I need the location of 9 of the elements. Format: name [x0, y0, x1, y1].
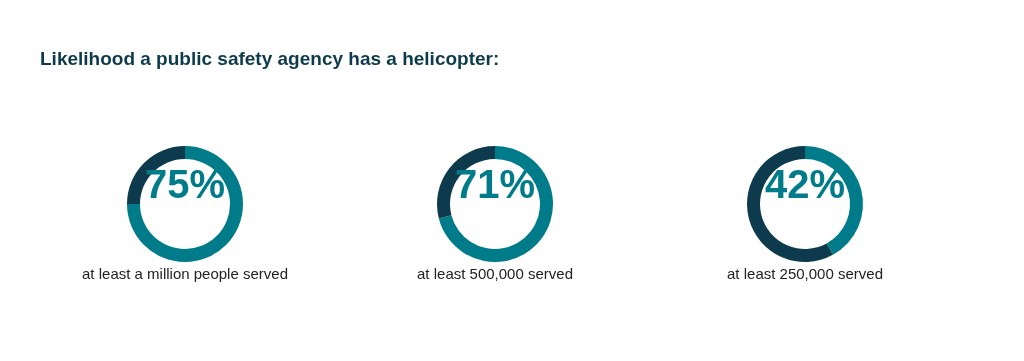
- donut-slice: [127, 146, 243, 262]
- data-label: 42%: [764, 162, 846, 206]
- text: at least a million people served: [82, 265, 288, 282]
- chart-title: Likelihood a public safety agency has a helicopter:: [40, 48, 500, 69]
- data-label: 71%: [454, 162, 536, 206]
- text: at least 500,000 served: [417, 265, 573, 282]
- text: at least 250,000 served: [727, 265, 883, 282]
- donut-slice: [438, 146, 553, 262]
- data-label: 75%: [144, 162, 226, 206]
